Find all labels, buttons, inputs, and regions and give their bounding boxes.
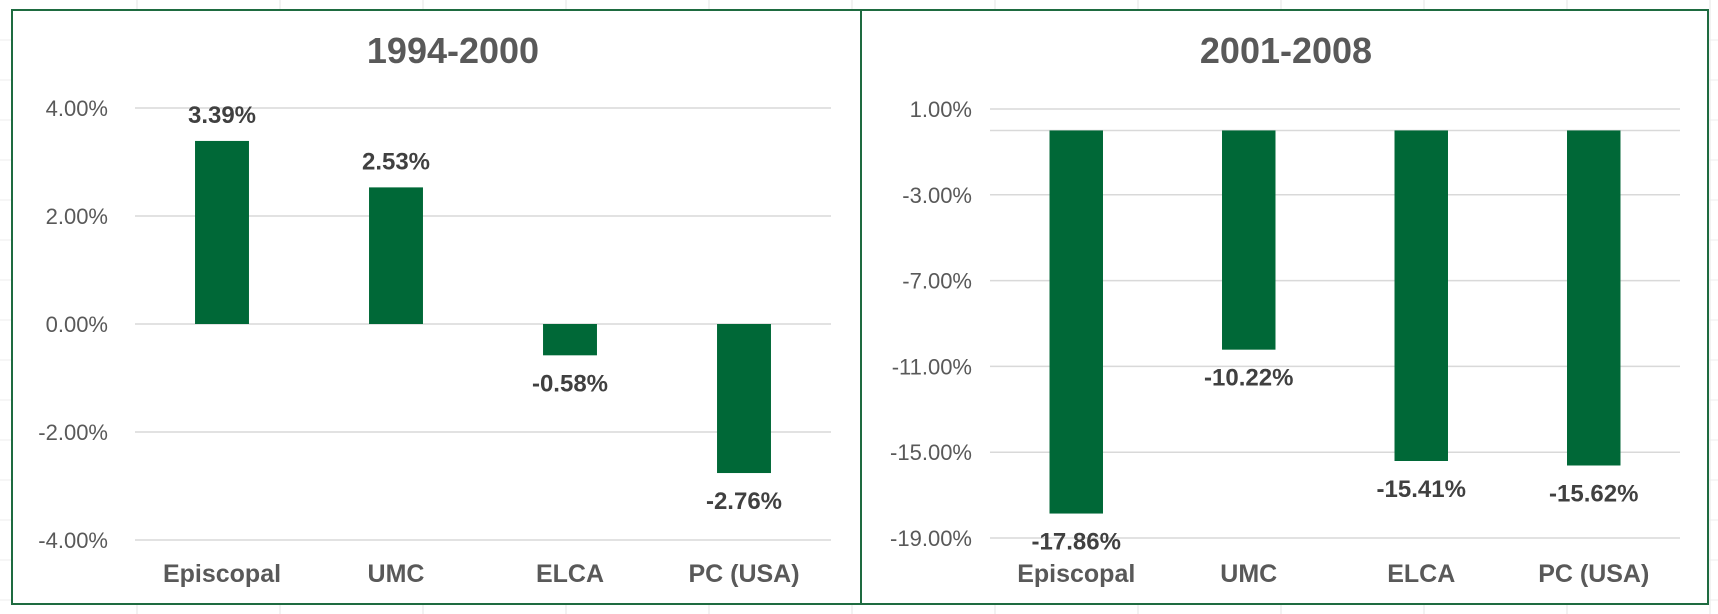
chart-2001-2008: 2001-2008 1.00% -3.00% -7.00% -11.00% -15.00%… xyxy=(890,30,1680,588)
data-label: -15.41% xyxy=(1377,476,1466,503)
y-tick-label: 0.00% xyxy=(46,312,108,337)
category-label: UMC xyxy=(368,560,425,588)
y-tick-label: -15.00% xyxy=(890,440,972,465)
data-label: -15.62% xyxy=(1549,480,1638,507)
y-tick-label: -19.00% xyxy=(890,526,972,551)
y-tick-label: -4.00% xyxy=(38,528,108,553)
y-tick-label: 1.00% xyxy=(910,97,972,122)
bar-episcopal[interactable] xyxy=(195,140,249,324)
category-label: PC (USA) xyxy=(1538,560,1649,588)
y-tick-label: 4.00% xyxy=(46,96,108,121)
data-label: -0.58% xyxy=(532,370,608,397)
chart-panel-1994-2000[interactable]: 1994-2000 4.00% 2.00% 0.00% -2.00% -4.00% 3.39… xyxy=(11,9,862,605)
category-label: Episcopal xyxy=(163,560,281,588)
category-label: PC (USA) xyxy=(688,560,799,588)
bar-pc-usa[interactable] xyxy=(1567,130,1621,466)
data-label: 2.53% xyxy=(362,148,430,175)
category-label: ELCA xyxy=(1387,560,1455,588)
bar-umc[interactable] xyxy=(369,187,423,324)
category-label: Episcopal xyxy=(1017,560,1135,588)
category-label: ELCA xyxy=(536,560,604,588)
bar-pc-usa[interactable] xyxy=(717,324,771,474)
data-label: -10.22% xyxy=(1204,365,1293,392)
data-label: 3.39% xyxy=(188,102,256,129)
y-tick-label: -2.00% xyxy=(38,420,108,445)
y-tick-label: -11.00% xyxy=(892,354,972,379)
chart-1994-2000: 1994-2000 4.00% 2.00% 0.00% -2.00% -4.00% 3.39… xyxy=(38,30,831,588)
y-tick-label: -3.00% xyxy=(902,183,972,208)
data-label: -2.76% xyxy=(706,488,782,515)
chart-title: 1994-2000 xyxy=(367,30,539,71)
chart-panel-2001-2008[interactable]: 2001-2008 1.00% -3.00% -7.00% -11.00% -15.00%… xyxy=(860,9,1709,605)
bar-umc[interactable] xyxy=(1222,130,1276,350)
category-label: UMC xyxy=(1220,560,1277,588)
data-label: -17.86% xyxy=(1032,529,1121,556)
bar-elca[interactable] xyxy=(1394,130,1448,461)
y-tick-label: -7.00% xyxy=(902,269,972,294)
bar-episcopal[interactable] xyxy=(1049,130,1103,514)
bar-elca[interactable] xyxy=(543,324,597,356)
y-tick-label: 2.00% xyxy=(46,204,108,229)
chart-title: 2001-2008 xyxy=(1200,30,1372,71)
